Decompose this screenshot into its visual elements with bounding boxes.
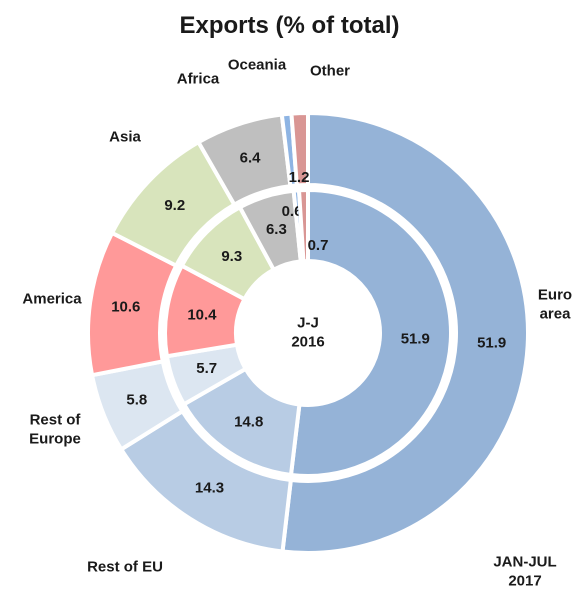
donut-slice — [289, 110, 310, 188]
value-label: 1.2 — [289, 169, 310, 186]
value-label: 0.7 — [308, 237, 329, 254]
donut-slice — [296, 187, 310, 264]
value-label: 10.6 — [111, 298, 140, 315]
value-label: 51.9 — [401, 330, 430, 347]
value-label: 6.3 — [266, 221, 287, 238]
value-label: 5.7 — [196, 360, 217, 377]
category-label: America — [22, 290, 82, 308]
series-label: J-J 2016 — [291, 314, 325, 350]
chart-title: Exports (% of total) — [179, 12, 400, 39]
value-label: 14.3 — [195, 479, 224, 496]
donut-slice — [288, 187, 453, 478]
value-label: 9.3 — [221, 248, 242, 265]
category-label: Oceania — [227, 56, 287, 74]
value-label: 6.4 — [240, 149, 262, 166]
value-label: 9.2 — [164, 197, 185, 214]
value-label: 0.6 — [282, 203, 303, 220]
donut-slice — [280, 110, 531, 555]
value-label: 5.8 — [126, 391, 147, 408]
category-label: Rest of EU — [87, 558, 163, 576]
category-label: Asia — [109, 128, 141, 146]
value-label: 51.9 — [477, 335, 506, 352]
value-label: 14.8 — [234, 414, 263, 431]
category-label: Rest of Europe — [29, 411, 81, 447]
series-label: JAN-JUL 2017 — [493, 553, 557, 589]
category-label: Other — [309, 62, 351, 80]
category-label: Euro area — [537, 286, 573, 322]
value-label: 10.4 — [187, 306, 217, 323]
category-label: Africa — [176, 70, 220, 88]
